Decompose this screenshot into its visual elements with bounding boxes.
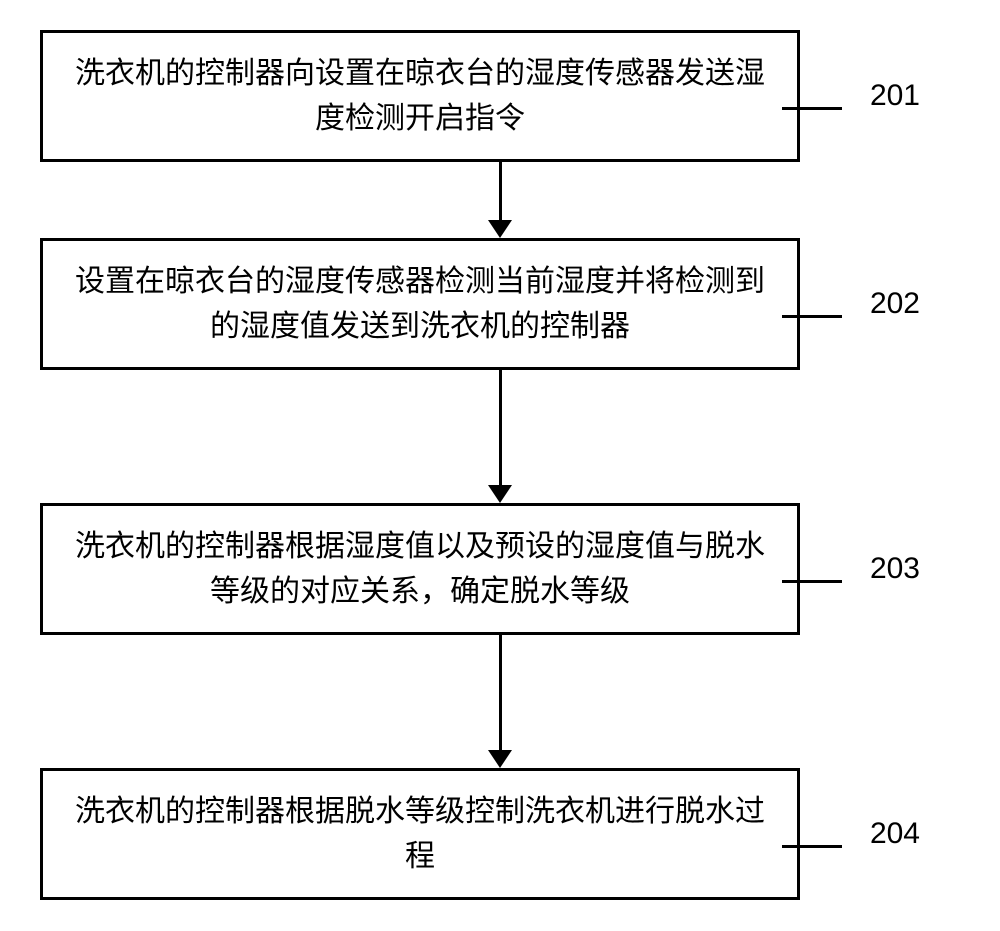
step-text-201: 洗衣机的控制器向设置在晾衣台的湿度传感器发送湿度检测开启指令 (75, 57, 765, 135)
step-row-204: 洗衣机的控制器根据脱水等级控制洗衣机进行脱水过程 204 (40, 768, 960, 900)
step-box-204: 洗衣机的控制器根据脱水等级控制洗衣机进行脱水过程 (40, 768, 800, 900)
arrow (488, 635, 512, 768)
step-text-204: 洗衣机的控制器根据脱水等级控制洗衣机进行脱水过程 (75, 795, 765, 873)
arrow-201-202 (120, 162, 880, 238)
arrow-203-204 (120, 635, 880, 768)
step-box-201: 洗衣机的控制器向设置在晾衣台的湿度传感器发送湿度检测开启指令 (40, 30, 800, 162)
arrow (488, 370, 512, 503)
arrow-line (499, 162, 502, 220)
step-text-202: 设置在晾衣台的湿度传感器检测当前湿度并将检测到的湿度值发送到洗衣机的控制器 (75, 265, 765, 343)
connector-line-201 (782, 107, 842, 110)
arrow-head (488, 750, 512, 768)
step-label-201: 201 (870, 79, 920, 113)
flowchart-container: 洗衣机的控制器向设置在晾衣台的湿度传感器发送湿度检测开启指令 201 设置在晾衣… (40, 30, 960, 900)
connector-line-202 (782, 315, 842, 318)
step-row-202: 设置在晾衣台的湿度传感器检测当前湿度并将检测到的湿度值发送到洗衣机的控制器 20… (40, 238, 960, 370)
label-wrap-201: 201 (800, 79, 960, 113)
step-text-203: 洗衣机的控制器根据湿度值以及预设的湿度值与脱水等级的对应关系，确定脱水等级 (75, 530, 765, 608)
step-box-202: 设置在晾衣台的湿度传感器检测当前湿度并将检测到的湿度值发送到洗衣机的控制器 (40, 238, 800, 370)
step-label-202: 202 (870, 287, 920, 321)
label-wrap-202: 202 (800, 287, 960, 321)
arrow (488, 162, 512, 238)
step-label-204: 204 (870, 817, 920, 851)
label-wrap-203: 203 (800, 552, 960, 586)
arrow-head (488, 220, 512, 238)
connector-line-204 (782, 845, 842, 848)
step-box-203: 洗衣机的控制器根据湿度值以及预设的湿度值与脱水等级的对应关系，确定脱水等级 (40, 503, 800, 635)
arrow-head (488, 485, 512, 503)
arrow-202-203 (120, 370, 880, 503)
step-label-203: 203 (870, 552, 920, 586)
step-row-201: 洗衣机的控制器向设置在晾衣台的湿度传感器发送湿度检测开启指令 201 (40, 30, 960, 162)
step-row-203: 洗衣机的控制器根据湿度值以及预设的湿度值与脱水等级的对应关系，确定脱水等级 20… (40, 503, 960, 635)
arrow-line (499, 370, 502, 485)
arrow-line (499, 635, 502, 750)
label-wrap-204: 204 (800, 817, 960, 851)
connector-line-203 (782, 580, 842, 583)
